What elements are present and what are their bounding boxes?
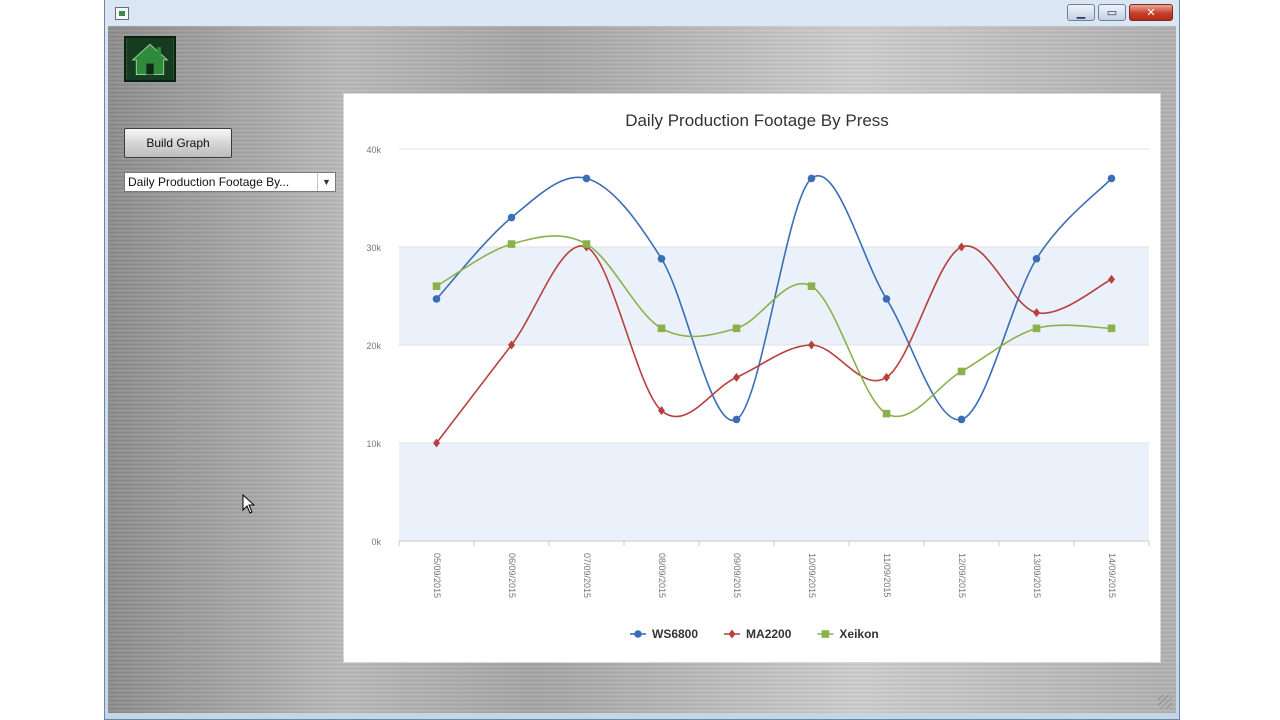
app-icon	[115, 7, 129, 20]
x-tick-label: 08/09/2015	[657, 553, 667, 598]
data-point-ws6800	[732, 415, 741, 424]
home-icon	[126, 38, 174, 80]
data-point-ws6800	[582, 174, 591, 183]
data-point-ma2200	[1108, 274, 1115, 284]
x-tick-label: 13/09/2015	[1032, 553, 1042, 598]
home-button[interactable]	[124, 36, 176, 82]
graph-select-value: Daily Production Footage By...	[128, 175, 290, 189]
x-tick-label: 05/09/2015	[432, 553, 442, 598]
series-line-ma2200	[435, 245, 1112, 444]
data-point-ma2200	[883, 372, 890, 382]
chevron-down-icon[interactable]: ▼	[317, 173, 335, 191]
app-window: ▁ ▭ ✕ Build Graph Daily Production Foota…	[104, 0, 1180, 720]
mouse-cursor-icon	[242, 494, 256, 514]
data-point-ws6800	[507, 213, 516, 222]
data-point-xeikon	[582, 240, 591, 248]
data-point-ws6800	[1032, 254, 1041, 263]
maximize-button[interactable]: ▭	[1098, 4, 1126, 21]
resize-grip[interactable]	[1158, 695, 1172, 709]
data-point-ws6800	[657, 254, 666, 263]
data-point-ws6800	[432, 295, 441, 303]
data-point-ws6800	[957, 415, 966, 424]
legend-label-xeikon: Xeikon	[839, 627, 878, 641]
chart-panel: 0k 10k 20k 30k 40k 05/09/2015 06/09/2015 07/09/…	[343, 93, 1161, 663]
y-tick-label: 20k	[366, 341, 381, 351]
data-point-xeikon	[807, 282, 816, 290]
x-tick-label: 06/09/2015	[507, 553, 517, 598]
chart-title: Daily Production Footage By Press	[625, 111, 889, 130]
y-tick-label: 40k	[366, 145, 381, 155]
title-bar: ▁ ▭ ✕	[105, 0, 1179, 26]
build-graph-button[interactable]: Build Graph	[124, 128, 232, 158]
legend-marker-xeikon	[821, 630, 830, 638]
legend-marker-ws6800	[634, 630, 642, 638]
data-point-xeikon	[1107, 324, 1116, 333]
data-point-ma2200	[658, 406, 665, 416]
data-point-ma2200	[508, 340, 515, 350]
data-point-ws6800	[807, 174, 816, 183]
window-controls: ▁ ▭ ✕	[1067, 4, 1173, 21]
y-tick-label: 10k	[366, 439, 381, 449]
data-point-ma2200	[433, 438, 440, 448]
chart-svg: 0k 10k 20k 30k 40k 05/09/2015 06/09/2015 07/09/…	[366, 111, 1150, 641]
series-line-xeikon	[436, 235, 1112, 418]
x-tick-label: 12/09/2015	[957, 553, 967, 598]
data-point-ws6800	[882, 295, 891, 303]
series-line-ws6800	[435, 175, 1113, 422]
data-point-xeikon	[957, 367, 966, 376]
client-area: Build Graph Daily Production Footage By.…	[108, 26, 1176, 713]
data-point-ma2200	[958, 242, 965, 252]
x-tick-label: 11/09/2015	[882, 553, 892, 597]
data-point-ma2200	[1033, 308, 1040, 318]
x-tick-label: 14/09/2015	[1107, 553, 1117, 598]
legend-label-ws6800: WS6800	[652, 627, 698, 641]
data-point-xeikon	[882, 409, 891, 418]
data-point-ma2200	[808, 340, 815, 350]
graph-type-select[interactable]: Daily Production Footage By... ▼	[124, 172, 336, 192]
data-point-ws6800	[1107, 174, 1116, 183]
legend-marker-ma2200	[728, 629, 736, 639]
x-tick-label: 09/09/2015	[732, 553, 742, 598]
close-button[interactable]: ✕	[1129, 4, 1173, 21]
legend-label-ma2200: MA2200	[746, 627, 792, 641]
x-tick-label: 07/09/2015	[582, 553, 592, 598]
plot-band	[399, 247, 1149, 345]
data-point-xeikon	[432, 282, 441, 290]
y-tick-label: 30k	[366, 243, 381, 253]
plot-band	[399, 443, 1149, 541]
x-tick-label: 10/09/2015	[807, 553, 817, 598]
data-point-xeikon	[657, 324, 666, 333]
data-point-xeikon	[507, 240, 516, 248]
data-point-xeikon	[732, 324, 741, 333]
data-point-ma2200	[733, 372, 740, 382]
minimize-button[interactable]: ▁	[1067, 4, 1095, 21]
y-tick-label: 0k	[371, 537, 381, 547]
data-point-xeikon	[1032, 324, 1041, 333]
